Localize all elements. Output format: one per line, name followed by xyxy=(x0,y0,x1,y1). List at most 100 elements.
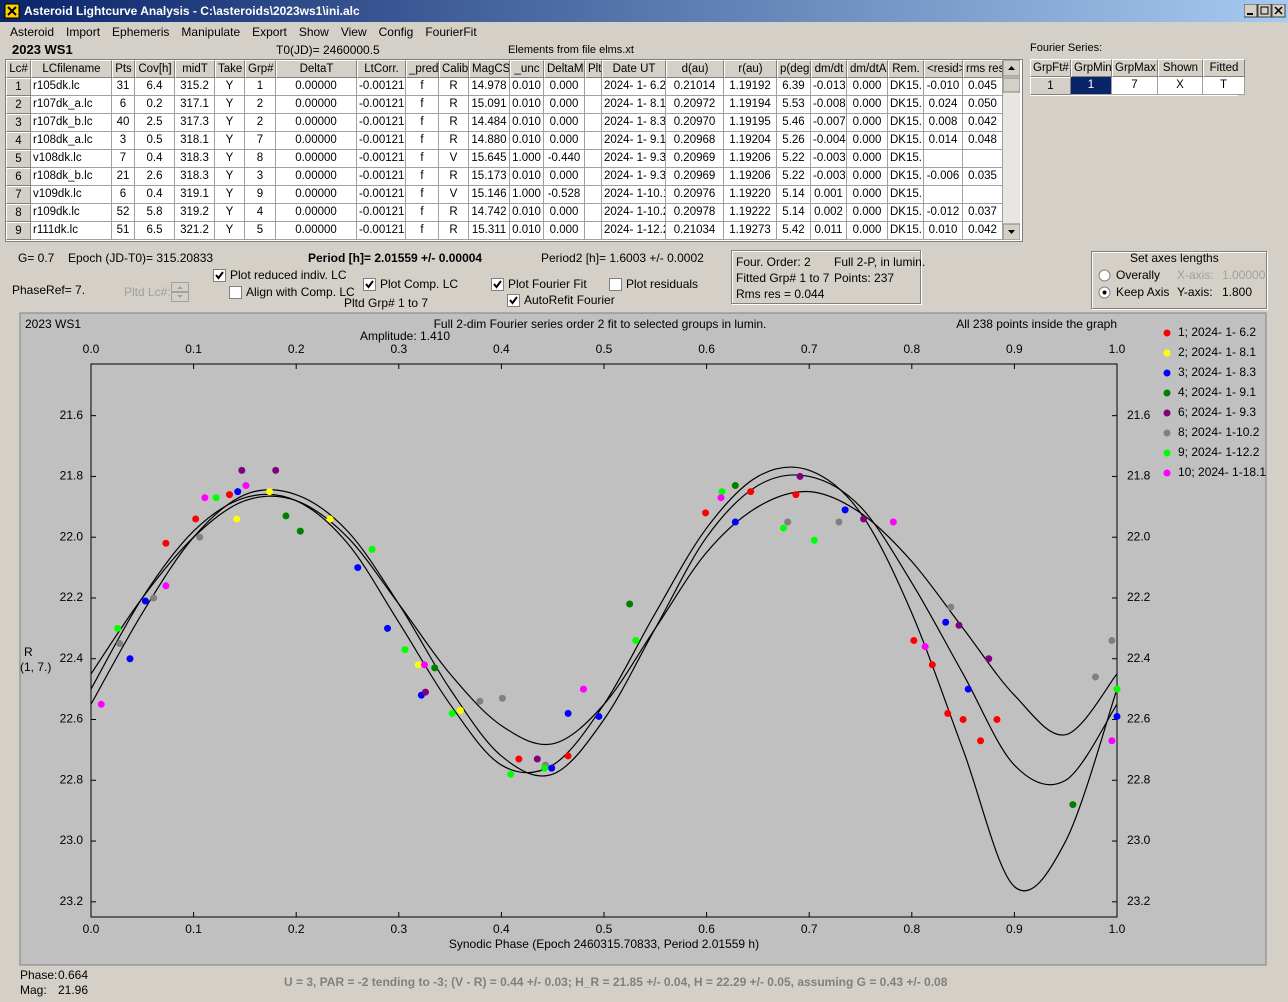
table-cell[interactable]: 0.00000 xyxy=(276,132,357,150)
checkbox-label[interactable]: Plot Fourier Fit xyxy=(508,277,587,291)
column-header[interactable]: GrpMin xyxy=(1071,59,1112,77)
table-cell[interactable]: Y xyxy=(215,114,245,132)
table-cell[interactable]: -0.006 xyxy=(924,168,963,186)
column-header[interactable]: Pts xyxy=(112,60,135,78)
table-cell[interactable]: 0.00000 xyxy=(276,114,357,132)
table-cell[interactable]: 6 xyxy=(112,186,135,204)
table-cell[interactable]: R xyxy=(439,168,469,186)
table-cell[interactable]: 0.20978 xyxy=(666,204,724,222)
table-cell[interactable]: f xyxy=(406,168,439,186)
table-cell[interactable]: 0.010 xyxy=(510,78,544,96)
table-cell[interactable]: -0.00121 xyxy=(357,204,406,222)
table-cell[interactable]: 2024- 1- 9.3 xyxy=(602,150,666,168)
table-cell[interactable]: -0.013 xyxy=(811,78,847,96)
table-cell[interactable]: 318.3 xyxy=(175,150,215,168)
row-header[interactable]: 1 xyxy=(1030,77,1071,95)
column-header[interactable]: r(au) xyxy=(724,60,777,78)
table-cell[interactable] xyxy=(585,204,602,222)
table-cell[interactable]: DK15.. xyxy=(888,132,924,150)
table-cell[interactable] xyxy=(963,186,1003,204)
table-cell[interactable]: 1.000 xyxy=(510,186,544,204)
table-cell[interactable]: f xyxy=(406,204,439,222)
table-cell[interactable]: f xyxy=(406,186,439,204)
checkbox-label[interactable]: Plot Comp. LC xyxy=(380,277,459,291)
table-cell[interactable]: DK15.. xyxy=(888,222,924,240)
table-cell[interactable]: Y xyxy=(215,186,245,204)
table-cell[interactable]: 0.000 xyxy=(544,114,585,132)
table-cell[interactable]: -0.00121 xyxy=(357,96,406,114)
table-cell[interactable]: 6.5 xyxy=(135,222,175,240)
table-cell[interactable]: 31 xyxy=(112,78,135,96)
table-cell[interactable] xyxy=(924,186,963,204)
table-cell[interactable]: 2024- 1- 9.1 xyxy=(602,132,666,150)
row-header[interactable]: 9 xyxy=(6,222,31,240)
table-cell[interactable]: 2.5 xyxy=(135,114,175,132)
table-cell[interactable]: -0.440 xyxy=(544,150,585,168)
table-cell[interactable]: r105dk.lc xyxy=(31,78,112,96)
table-cell[interactable]: 0.035 xyxy=(963,168,1003,186)
table-cell[interactable]: 9 xyxy=(245,186,276,204)
table-cell[interactable]: -0.00121 xyxy=(357,168,406,186)
table-cell[interactable]: Y xyxy=(215,132,245,150)
table-cell[interactable]: 1.19192 xyxy=(724,78,777,96)
column-header[interactable]: _unc xyxy=(510,60,544,78)
spinner[interactable] xyxy=(171,282,189,302)
table-cell[interactable]: -0.00121 xyxy=(357,222,406,240)
table-cell[interactable]: r109dk.lc xyxy=(31,204,112,222)
table-cell[interactable]: 319.1 xyxy=(175,186,215,204)
table-cell[interactable]: f xyxy=(406,222,439,240)
table-cell[interactable]: -0.00121 xyxy=(357,132,406,150)
radio-label[interactable]: Overally xyxy=(1116,268,1161,282)
menu-item[interactable]: Show xyxy=(298,25,329,39)
table-cell[interactable]: DK15.. xyxy=(888,114,924,132)
table-cell[interactable]: 2024- 1- 8.3 xyxy=(602,114,666,132)
table-cell[interactable]: v109dk.lc xyxy=(31,186,112,204)
table-cell[interactable] xyxy=(585,132,602,150)
table-cell[interactable]: 0.000 xyxy=(544,168,585,186)
column-header[interactable]: p(deg) xyxy=(777,60,811,78)
table-cell[interactable]: 0.00000 xyxy=(276,96,357,114)
checkbox[interactable] xyxy=(491,278,504,291)
table-cell[interactable]: 5.42 xyxy=(777,222,811,240)
table-cell[interactable]: 0.002 xyxy=(811,204,847,222)
table-cell[interactable]: 0.010 xyxy=(510,204,544,222)
column-header[interactable]: dm/dt xyxy=(811,60,847,78)
row-header[interactable]: 5 xyxy=(6,150,31,168)
table-cell[interactable]: X xyxy=(1158,77,1203,95)
table-cell[interactable]: -0.00121 xyxy=(357,78,406,96)
radio-button[interactable] xyxy=(1098,286,1111,299)
table-cell[interactable]: 0.5 xyxy=(135,132,175,150)
table-cell[interactable]: 1.19206 xyxy=(724,150,777,168)
table-cell[interactable]: R xyxy=(439,132,469,150)
table-cell[interactable]: 2024- 1- 9.3 xyxy=(602,168,666,186)
column-header[interactable]: Take xyxy=(215,60,245,78)
table-cell[interactable]: 1.19206 xyxy=(724,168,777,186)
menu-item[interactable]: FourierFit xyxy=(425,25,477,39)
table-cell[interactable]: 15.173 xyxy=(469,168,510,186)
menu-item[interactable]: View xyxy=(340,25,367,39)
checkbox[interactable] xyxy=(609,278,622,291)
table-cell[interactable]: f xyxy=(406,78,439,96)
row-header[interactable]: 6 xyxy=(6,168,31,186)
table-cell[interactable]: 1.19222 xyxy=(724,204,777,222)
table-cell[interactable]: 0.042 xyxy=(963,114,1003,132)
column-header[interactable]: midT xyxy=(175,60,215,78)
table-cell[interactable]: 0.000 xyxy=(544,96,585,114)
table-cell[interactable]: 2024- 1-10.1 xyxy=(602,186,666,204)
row-header[interactable]: 3 xyxy=(6,114,31,132)
table-cell[interactable]: f xyxy=(406,150,439,168)
table-cell[interactable] xyxy=(585,150,602,168)
table-cell[interactable]: 3 xyxy=(245,168,276,186)
table-cell[interactable]: v108dk.lc xyxy=(31,150,112,168)
menu-item[interactable]: Manipulate xyxy=(181,25,241,39)
row-header[interactable]: 1 xyxy=(6,78,31,96)
table-cell[interactable]: 0.20976 xyxy=(666,186,724,204)
table-cell[interactable]: -0.00121 xyxy=(357,114,406,132)
column-header[interactable]: <resid> xyxy=(924,60,963,78)
menu-item[interactable]: Config xyxy=(378,25,414,39)
table-cell[interactable]: -0.528 xyxy=(544,186,585,204)
window-controls[interactable] xyxy=(1244,4,1286,18)
table-cell[interactable]: -0.007 xyxy=(811,114,847,132)
table-cell[interactable]: 318.1 xyxy=(175,132,215,150)
table-cell[interactable]: 0.008 xyxy=(924,114,963,132)
